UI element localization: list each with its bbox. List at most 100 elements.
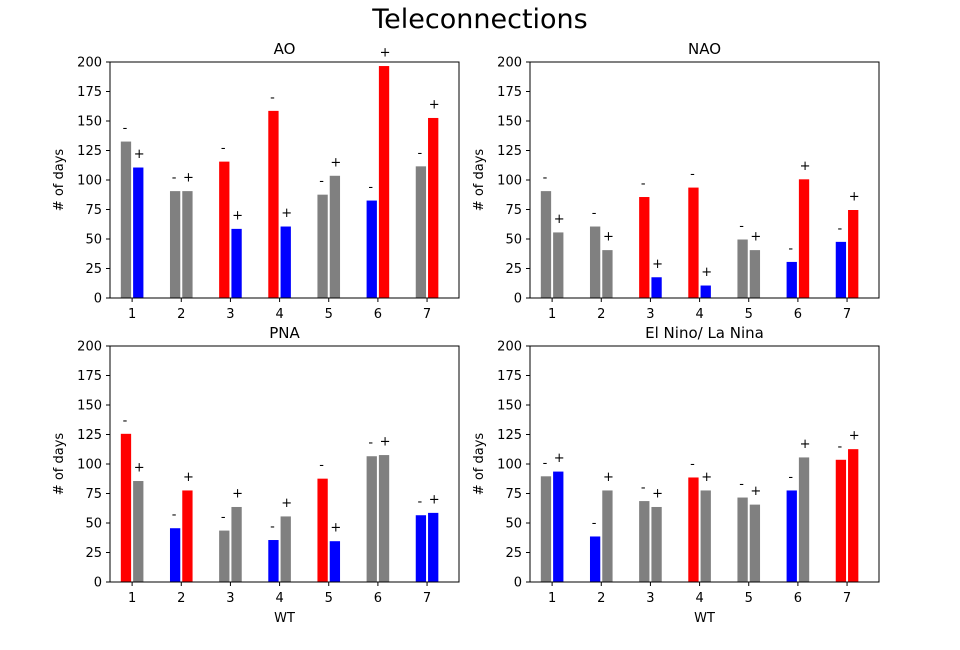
x-tick-label: 4: [275, 591, 283, 606]
bar-sign-label: +: [183, 171, 194, 186]
bar-wt3-negative: [218, 160, 231, 299]
bar-sign-label: +: [603, 230, 614, 245]
bar-wt7-positive: [427, 511, 440, 583]
bar-sign-label: +: [554, 212, 565, 227]
y-tick-label: 25: [505, 546, 522, 561]
x-tick-label: 1: [128, 591, 136, 606]
bar-sign-label: -: [123, 413, 128, 428]
y-tick-label: 0: [514, 292, 522, 307]
bar-wt3-negative: [638, 196, 651, 299]
x-tick-label: 2: [597, 591, 605, 606]
bar-sign-label: -: [592, 206, 597, 221]
y-tick-label: 50: [505, 517, 522, 532]
y-tick-label: 0: [514, 576, 522, 591]
y-tick-label: 75: [505, 487, 522, 502]
x-tick-label: 2: [597, 307, 605, 322]
bar-wt3-positive: [650, 276, 663, 299]
bar-sign-label: +: [232, 486, 243, 501]
y-tick-label: 75: [85, 487, 102, 502]
bar-sign-label: -: [368, 180, 373, 195]
bar-sign-label: -: [123, 121, 128, 136]
bar-sign-label: +: [554, 451, 565, 466]
bar-sign-label: -: [739, 219, 744, 234]
bar-wt5-negative: [316, 193, 329, 299]
bar-sign-label: +: [652, 486, 663, 501]
bar-wt2-negative: [168, 527, 182, 583]
y-axis-label: # of days: [472, 433, 487, 496]
y-tick-label: 100: [77, 458, 102, 473]
x-tick-label: 5: [745, 591, 753, 606]
bar-sign-label: -: [592, 516, 597, 531]
y-tick-label: 100: [497, 174, 522, 189]
y-tick-label: 175: [497, 369, 522, 384]
y-axis-label: # of days: [52, 149, 67, 212]
bar-wt4-positive: [279, 515, 292, 583]
bar-sign-label: -: [543, 456, 548, 471]
bar-sign-label: +: [429, 492, 440, 507]
bar-wt1-positive: [552, 231, 565, 299]
bar-wt1-negative: [539, 190, 553, 299]
bar-wt1-negative: [539, 475, 553, 583]
y-tick-label: 200: [497, 340, 522, 355]
y-tick-label: 75: [505, 203, 522, 218]
bar-sign-label: +: [330, 155, 341, 170]
bar-wt7-positive: [427, 116, 440, 299]
bar-wt5-positive: [328, 540, 342, 583]
x-tick-label: 7: [843, 307, 851, 322]
bar-wt5-negative: [736, 496, 749, 583]
x-tick-label: 3: [226, 591, 234, 606]
bar-wt5-positive: [748, 503, 762, 583]
y-tick-label: 150: [497, 399, 522, 414]
x-tick-label: 4: [695, 307, 703, 322]
bar-wt3-negative: [218, 529, 231, 583]
x-tick-label: 2: [177, 307, 185, 322]
bar-sign-label: -: [641, 481, 646, 496]
bar-wt3-positive: [230, 227, 243, 299]
bar-sign-label: -: [172, 508, 177, 523]
y-tick-label: 175: [497, 85, 522, 100]
bar-sign-label: +: [701, 470, 712, 485]
bar-wt3-positive: [230, 505, 243, 583]
bar-wt7-negative: [834, 240, 848, 299]
bar-wt6-positive: [377, 454, 391, 583]
bar-sign-label: +: [429, 97, 440, 112]
y-tick-label: 150: [77, 115, 102, 130]
bar-sign-label: +: [232, 208, 243, 223]
y-tick-label: 125: [77, 144, 102, 159]
y-tick-label: 25: [85, 262, 102, 277]
subplot-title: NAO: [688, 40, 721, 58]
bar-sign-label: -: [319, 174, 324, 189]
bar-sign-label: +: [380, 435, 391, 450]
x-tick-label: 7: [843, 591, 851, 606]
bar-sign-label: +: [701, 265, 712, 280]
x-tick-label: 2: [177, 591, 185, 606]
y-tick-label: 125: [497, 428, 522, 443]
bar-wt1-positive: [132, 166, 145, 299]
x-tick-label: 5: [325, 307, 333, 322]
bar-sign-label: +: [849, 190, 860, 205]
x-tick-label: 1: [548, 307, 556, 322]
bar-sign-label: -: [221, 141, 226, 156]
bar-sign-label: +: [281, 496, 292, 511]
subplot-title: PNA: [269, 324, 300, 342]
bar-sign-label: +: [750, 484, 761, 499]
bar-sign-label: -: [838, 221, 843, 236]
y-tick-label: 100: [77, 174, 102, 189]
x-tick-label: 5: [745, 307, 753, 322]
bar-sign-label: +: [330, 521, 341, 536]
y-tick-label: 100: [497, 458, 522, 473]
subplot-title: AO: [274, 40, 296, 58]
y-tick-label: 0: [94, 292, 102, 307]
y-tick-label: 50: [85, 233, 102, 248]
bar-wt4-positive: [279, 225, 292, 299]
bar-wt5-positive: [328, 174, 342, 299]
bar-wt3-positive: [650, 505, 663, 583]
bar-sign-label: +: [134, 461, 145, 476]
x-tick-label: 1: [548, 591, 556, 606]
bar-wt7-negative: [414, 165, 428, 299]
y-tick-label: 200: [77, 56, 102, 71]
y-tick-label: 200: [497, 56, 522, 71]
